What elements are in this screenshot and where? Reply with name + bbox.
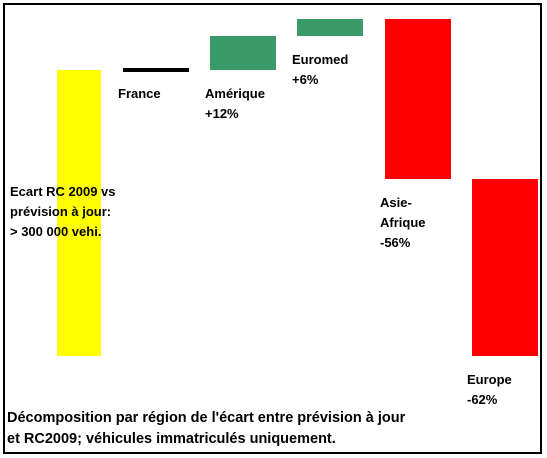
frame <box>3 3 542 454</box>
value-label: -62% <box>467 392 498 407</box>
bar-label: Asie-Afrique -56% <box>380 193 460 253</box>
bar <box>472 178 538 356</box>
bar <box>385 19 451 179</box>
footnote: Décomposition par région de l'écart entr… <box>7 410 406 426</box>
total-label: Ecart RC 2009 vs <box>10 184 116 199</box>
total-bar <box>57 70 101 356</box>
category-label: Asie-Afrique <box>380 194 426 230</box>
bar <box>297 19 363 37</box>
bar-label: Amérique +12% <box>205 84 285 124</box>
footnote: et RC2009; véhicules immatriculés unique… <box>7 431 336 447</box>
category-label: Europe <box>467 372 512 387</box>
bar-label: Europe -62% <box>467 370 547 410</box>
value-label: +12% <box>205 106 239 122</box>
total-label: prévision à jour: <box>10 204 112 219</box>
bar-label: France <box>118 84 198 104</box>
category-label: France <box>118 86 161 102</box>
total-label: > 300 000 vehi. <box>10 224 102 239</box>
value-label: -56% <box>380 234 411 250</box>
bar <box>210 36 276 71</box>
category-label: Amérique <box>205 86 265 102</box>
category-label: Euromed <box>292 52 349 68</box>
value-label: +6% <box>292 72 319 88</box>
bar <box>123 68 189 73</box>
bar-label: Euromed +6% <box>292 50 372 90</box>
